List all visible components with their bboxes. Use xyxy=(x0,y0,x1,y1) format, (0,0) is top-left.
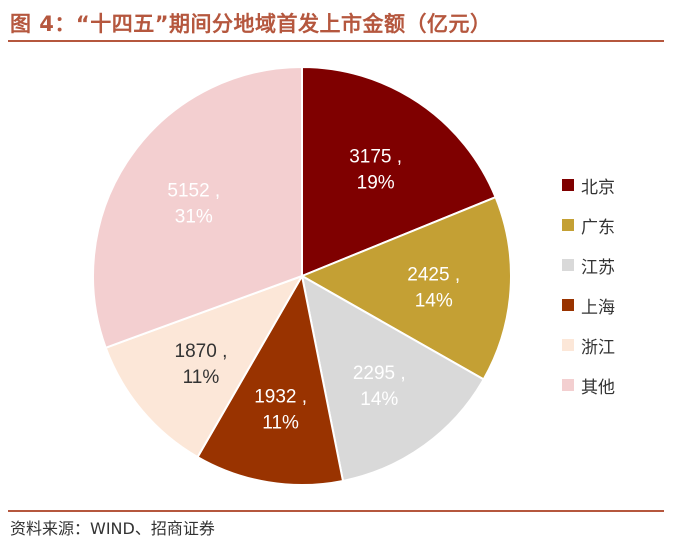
chart-title: 图 4：“十四五”期间分地域首发上市金额（亿元） xyxy=(10,12,492,36)
slice-percent-label: 14% xyxy=(360,389,398,410)
pie-slice xyxy=(104,274,305,459)
pie-slice xyxy=(300,274,485,483)
source-note: 资料来源：WIND、招商证券 xyxy=(10,519,215,538)
slice-value-label: 5152 , xyxy=(167,180,220,201)
legend-label: 广东 xyxy=(581,217,615,238)
legend-label: 北京 xyxy=(581,177,615,198)
slice-percent-label: 11% xyxy=(262,412,299,433)
legend-label: 浙江 xyxy=(581,337,615,358)
legend-swatch xyxy=(562,219,574,231)
slice-percent-label: 31% xyxy=(175,206,213,227)
slice-percent-label: 14% xyxy=(415,291,453,312)
slice-value-label: 1932 , xyxy=(254,386,307,407)
slice-percent-label: 19% xyxy=(357,172,395,193)
pie-slice xyxy=(196,273,345,486)
legend-label: 上海 xyxy=(581,297,615,318)
pie-slice xyxy=(92,65,303,350)
legend-swatch xyxy=(562,259,574,271)
source-divider xyxy=(8,510,664,512)
legend-swatch xyxy=(562,299,574,311)
legend-label: 江苏 xyxy=(581,257,615,278)
legend-swatch xyxy=(562,179,574,191)
legend-swatch xyxy=(562,379,574,391)
legend-swatch xyxy=(562,339,574,351)
legend-item: 上海 xyxy=(562,285,615,325)
legend-item: 江苏 xyxy=(562,245,615,285)
legend-item: 广东 xyxy=(562,205,615,245)
legend-label: 其他 xyxy=(581,377,615,398)
pie-slice xyxy=(299,195,512,381)
pie-slice xyxy=(301,65,497,278)
legend-item: 北京 xyxy=(562,165,615,205)
slice-value-label: 1870 , xyxy=(175,341,228,362)
slice-value-label: 2295 , xyxy=(353,363,406,384)
slice-percent-label: 11% xyxy=(183,367,220,388)
title-divider xyxy=(8,40,664,42)
legend-item: 浙江 xyxy=(562,325,615,365)
chart-legend: 北京广东江苏上海浙江其他 xyxy=(562,165,615,405)
legend-item: 其他 xyxy=(562,365,615,405)
slice-value-label: 2425 , xyxy=(407,265,460,286)
slice-value-label: 3175 , xyxy=(349,146,402,167)
